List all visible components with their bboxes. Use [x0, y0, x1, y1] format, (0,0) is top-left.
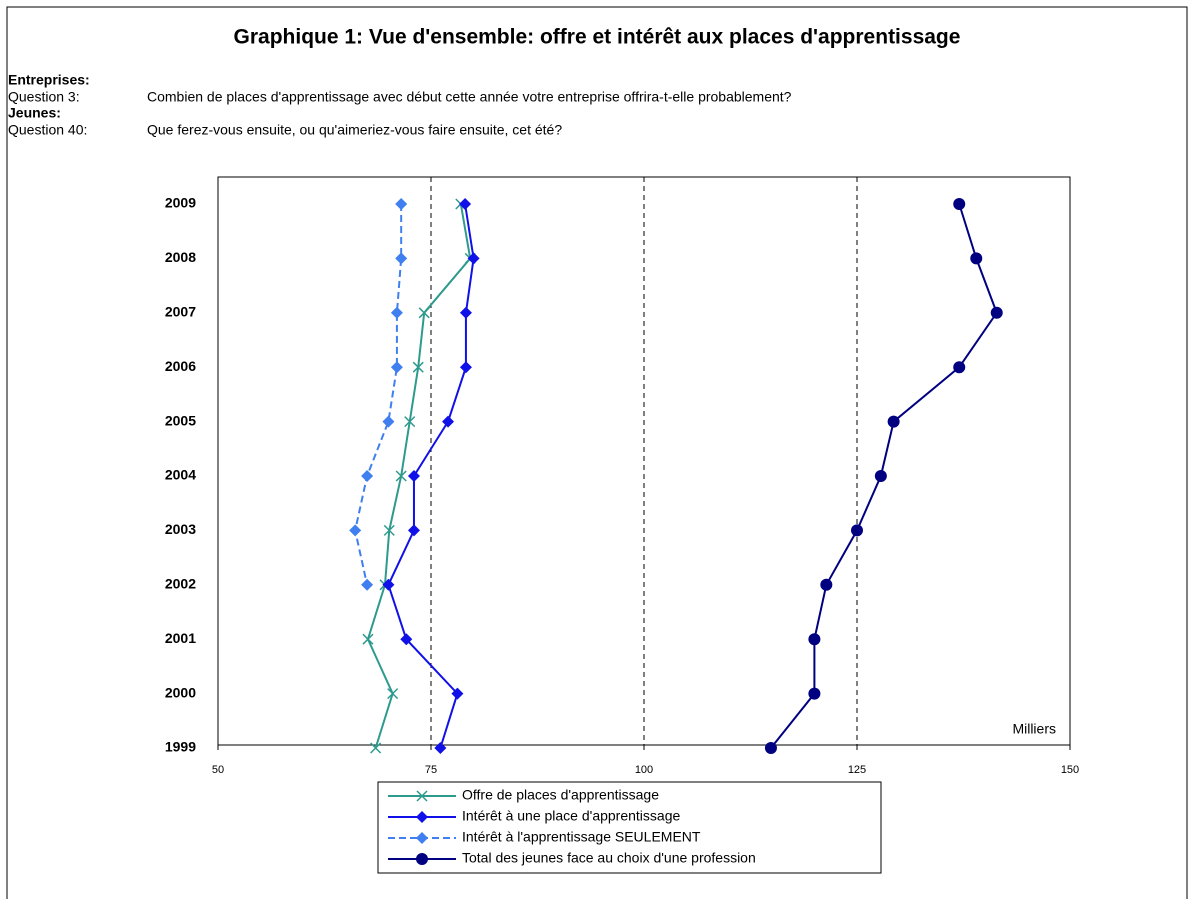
question-text: Combien de places d'apprentissage avec d… — [147, 89, 792, 105]
data-point — [820, 578, 833, 591]
legend-label: Offre de places d'apprentissage — [462, 787, 659, 803]
data-point — [400, 633, 413, 646]
y-tick-label: 2006 — [165, 358, 196, 374]
data-point — [970, 252, 983, 265]
legend-box — [377, 781, 882, 874]
data-point — [382, 578, 395, 591]
data-point — [990, 306, 1003, 319]
frame — [6, 6, 1188, 899]
question-label: Question 40: — [8, 122, 87, 138]
y-tick-label: 1999 — [165, 739, 196, 755]
data-point — [349, 524, 362, 537]
legend-marker — [416, 790, 428, 802]
data-point — [390, 306, 403, 319]
question-group: Entreprises: — [8, 72, 90, 88]
legend-label: Total des jeunes face au choix d'une pro… — [462, 850, 756, 866]
question-text: Que ferez-vous ensuite, ou qu'aimeriez-v… — [147, 122, 562, 138]
data-point — [361, 578, 374, 591]
y-tick-label: 2004 — [165, 467, 196, 483]
y-tick-label: 2008 — [165, 249, 196, 265]
data-point — [459, 361, 472, 374]
y-tick-label: 2000 — [165, 684, 196, 700]
data-point — [382, 415, 395, 428]
x-tick-label: 50 — [212, 764, 224, 776]
data-point — [412, 361, 424, 373]
y-tick-label: 2005 — [165, 412, 196, 428]
data-point — [404, 416, 416, 428]
data-point — [383, 524, 395, 536]
data-point — [874, 470, 887, 482]
data-point — [418, 307, 430, 319]
y-tick-label: 2003 — [165, 521, 196, 537]
data-point — [851, 524, 863, 537]
x-tick-label: 150 — [1061, 764, 1079, 776]
data-point — [390, 361, 403, 374]
data-point — [407, 524, 420, 537]
chart-title: Graphique 1: Vue d'ensemble: offre et in… — [234, 26, 961, 49]
legend-marker — [416, 832, 428, 844]
data-point — [953, 361, 966, 374]
data-point — [434, 742, 447, 754]
data-point — [395, 470, 407, 482]
y-tick-label: 2007 — [165, 304, 196, 320]
data-point — [387, 688, 399, 700]
series-line — [354, 204, 403, 586]
y-tick-label: 2002 — [165, 576, 196, 592]
data-point — [887, 415, 900, 428]
data-point — [764, 742, 777, 754]
x-tick-label: 100 — [635, 764, 653, 776]
data-point — [467, 252, 480, 265]
data-point — [442, 415, 455, 428]
x-tick-label: 75 — [425, 764, 437, 776]
question-label: Question 3: — [8, 89, 80, 105]
data-point — [407, 470, 420, 482]
data-point — [808, 687, 821, 700]
data-point — [459, 306, 472, 319]
annotation: Milliers — [1012, 721, 1056, 737]
data-point — [362, 633, 374, 645]
y-tick-label: 2001 — [165, 630, 196, 646]
x-tick-label: 125 — [848, 764, 866, 776]
data-point — [361, 470, 374, 482]
legend-label: Intérêt à l'apprentissage SEULEMENT — [462, 829, 701, 845]
legend-label: Intérêt à une place d'apprentissage — [462, 808, 680, 824]
data-point — [808, 633, 821, 646]
data-point — [459, 198, 472, 210]
data-point — [395, 252, 408, 265]
question-group: Jeunes: — [8, 105, 61, 121]
data-point — [370, 742, 382, 754]
legend-marker — [416, 811, 428, 823]
data-point — [953, 198, 966, 210]
data-point — [395, 198, 408, 210]
y-tick-label: 2009 — [165, 195, 196, 211]
data-point — [451, 687, 464, 700]
legend-marker — [416, 853, 428, 865]
